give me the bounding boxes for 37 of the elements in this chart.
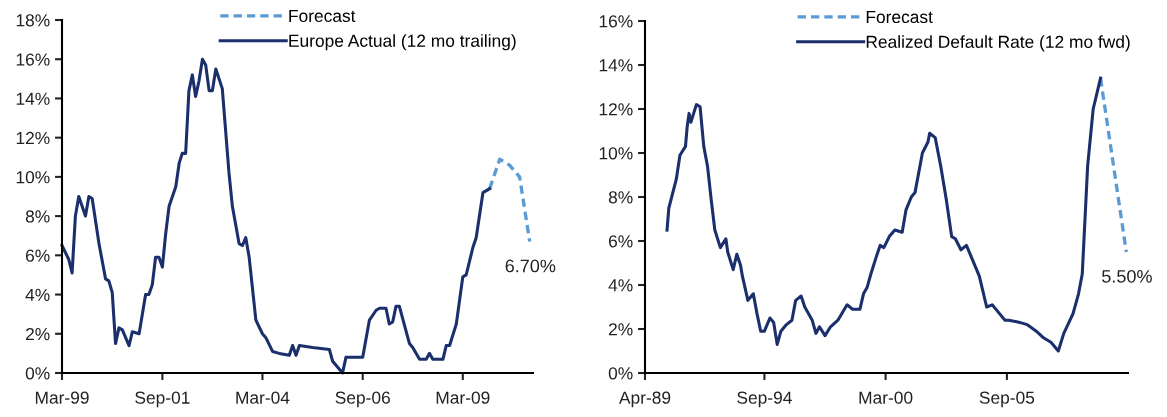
y-tick-label: 4% [608, 279, 633, 292]
y-tick-label: 2% [25, 327, 50, 341]
x-tick-label: Sep-01 [135, 391, 190, 408]
line-series [487, 157, 532, 244]
line-series [665, 76, 1103, 353]
x-tick-label: Sep-94 [737, 391, 792, 408]
legend-label: Europe Actual (12 mo trailing) [289, 34, 516, 51]
y-tick-label: 8% [608, 191, 633, 204]
y-tick-label: 14% [16, 92, 50, 105]
annotation: 5.50% [1102, 269, 1152, 283]
y-tick-label: 12% [16, 131, 50, 145]
x-tick-label: Sep-06 [335, 391, 390, 408]
legend-label: Forecast [866, 10, 933, 24]
x-tick-label: Mar-09 [436, 391, 490, 404]
line-series [60, 57, 492, 375]
legend-label: Forecast [289, 9, 356, 23]
x-tick-label: Sep-05 [979, 391, 1035, 408]
y-tick-label: 6% [25, 249, 50, 262]
y-tick-label: 8% [25, 210, 50, 223]
y-tick-label: 0% [25, 367, 50, 380]
y-tick-label: 18% [16, 14, 50, 27]
y-tick-label: 14% [599, 59, 633, 72]
y-tick-label: 2% [608, 323, 633, 336]
annotation: 6.70% [505, 259, 556, 273]
x-tick-label: Apr-89 [618, 391, 671, 408]
y-tick-label: 12% [599, 103, 633, 116]
x-tick-label: Mar-99 [35, 391, 89, 404]
y-tick-label: 0% [608, 367, 633, 380]
legend-label: Realized Default Rate (12 mo fwd) [866, 35, 1130, 52]
y-tick-label: 4% [25, 288, 50, 301]
y-tick-label: 10% [16, 171, 50, 184]
x-tick-label: Mar-04 [236, 391, 290, 404]
y-tick-label: 16% [599, 15, 633, 28]
y-tick-label: 10% [599, 147, 633, 160]
y-tick-label: 6% [608, 235, 633, 248]
x-tick-label: Mar-00 [859, 391, 913, 404]
y-tick-label: 16% [16, 53, 50, 66]
